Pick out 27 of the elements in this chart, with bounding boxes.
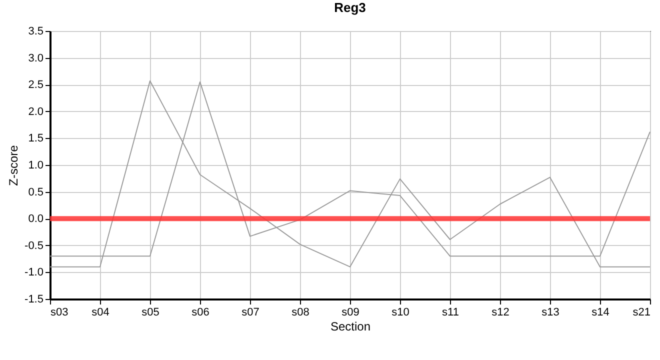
x-tick-label: s10 xyxy=(392,306,410,318)
y-tick-label: 2.0 xyxy=(28,106,44,118)
y-tick-label: -1.5 xyxy=(24,294,44,306)
y-tick-label: -0.5 xyxy=(24,240,44,252)
y-tick-label: -1.0 xyxy=(24,266,44,279)
x-tick-label: s07 xyxy=(242,306,260,318)
y-tick-label: 1.5 xyxy=(28,132,44,145)
x-axis-title: Section xyxy=(330,320,371,334)
y-axis-title: Z-score xyxy=(6,144,21,186)
y-tick-label: 3.0 xyxy=(28,52,44,64)
x-tick-label: s11 xyxy=(442,306,459,318)
x-tick-label: s08 xyxy=(292,306,310,318)
x-tick-label: s21 xyxy=(632,306,650,318)
chart-title: Reg3 xyxy=(334,0,366,15)
y-tick-label: 1.0 xyxy=(28,160,44,172)
y-tick-label: 0.5 xyxy=(28,186,44,198)
x-tick-label: s06 xyxy=(192,306,210,318)
x-tick-label: s12 xyxy=(492,306,510,318)
y-tick-label: 3.5 xyxy=(28,26,44,38)
x-tick-label: s14 xyxy=(592,306,610,318)
y-tick-label: 0.0 xyxy=(28,213,44,226)
x-tick-label: s04 xyxy=(92,306,110,318)
x-tick-label: s03 xyxy=(50,306,68,318)
y-tick-label: 2.5 xyxy=(28,79,44,92)
x-tick-label: s05 xyxy=(142,306,160,318)
x-tick-label: s13 xyxy=(542,306,560,318)
x-tick-label: s09 xyxy=(342,306,360,318)
